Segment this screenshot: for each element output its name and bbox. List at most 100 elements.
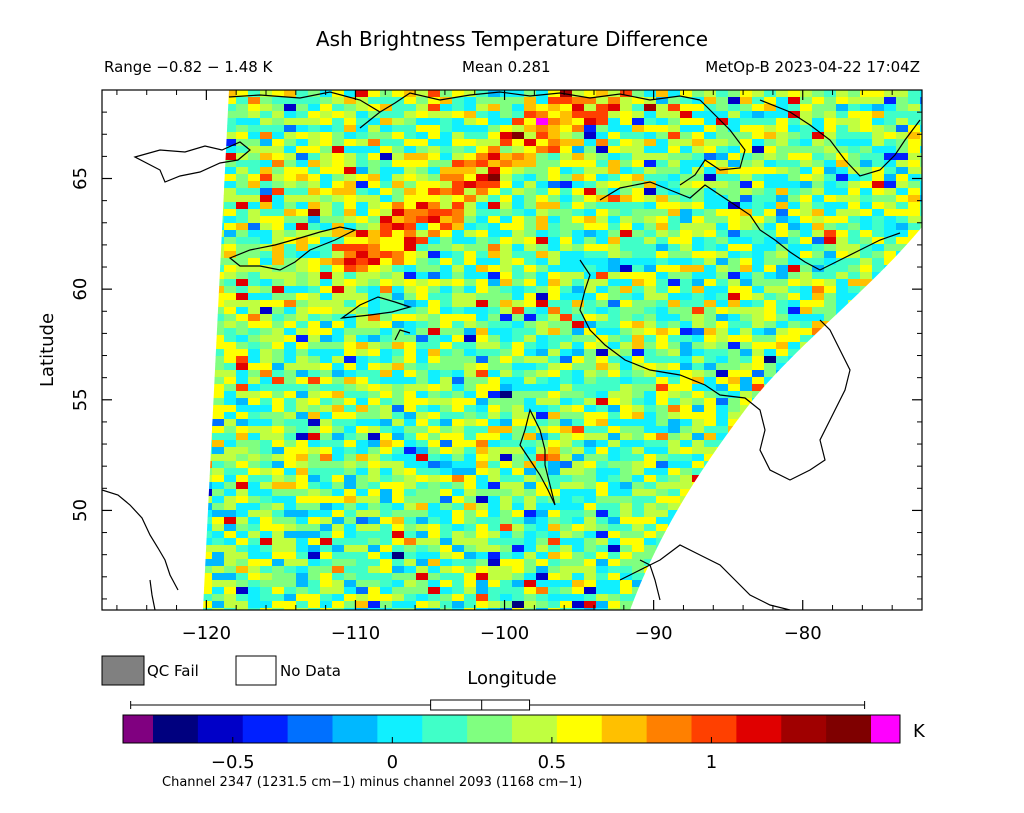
swath-pixel (296, 580, 309, 588)
swath-pixel (596, 566, 609, 574)
swath-pixel (800, 265, 813, 273)
swath-pixel (680, 104, 693, 112)
swath-pixel (296, 594, 309, 602)
swath-pixel (320, 272, 333, 280)
swath-pixel (632, 503, 645, 511)
swath-pixel (728, 244, 741, 252)
swath-pixel (740, 391, 753, 399)
swath-pixel (296, 419, 309, 427)
swath-pixel (584, 258, 597, 266)
swath-pixel (644, 209, 657, 217)
swath-pixel (752, 279, 765, 287)
swath-pixel (512, 265, 525, 273)
swath-pixel (584, 440, 597, 448)
swath-pixel (764, 125, 777, 133)
swath-pixel (416, 146, 429, 154)
swath-pixel (392, 496, 405, 504)
swath-pixel (203, 587, 213, 595)
swath-pixel (524, 251, 537, 259)
swath-pixel (236, 566, 249, 574)
swath-pixel (680, 286, 693, 294)
swath-pixel (572, 181, 585, 189)
swath-pixel (572, 97, 585, 105)
swath-pixel (500, 391, 513, 399)
swath-pixel (560, 251, 573, 259)
swath-pixel (512, 132, 525, 140)
swath-pixel (692, 405, 705, 413)
swath-pixel (656, 349, 669, 357)
swath-pixel (512, 279, 525, 287)
swath-pixel (536, 223, 549, 231)
swath-pixel (392, 461, 405, 469)
swath-pixel (368, 370, 381, 378)
swath-pixel (656, 377, 669, 385)
swath-pixel (368, 524, 381, 532)
swath-pixel (476, 328, 489, 336)
swath-pixel (536, 363, 549, 371)
swath-pixel (572, 111, 585, 119)
swath-pixel (212, 552, 225, 560)
colorbar-ticks: −0.5 0 0.5 1 (211, 737, 717, 773)
swath-pixel (500, 447, 513, 455)
swath-pixel (764, 279, 777, 287)
swath-pixel (356, 503, 369, 511)
swath-pixel (848, 202, 861, 210)
swath-pixel (728, 307, 741, 315)
swath-pixel (464, 216, 477, 224)
swath-pixel (872, 188, 885, 196)
swath-pixel (704, 328, 717, 336)
swath-pixel (224, 377, 237, 385)
swath-pixel (632, 202, 645, 210)
swath-pixel (764, 202, 777, 210)
swath-pixel (524, 461, 537, 469)
swath-pixel (476, 167, 489, 175)
swath-pixel (380, 398, 393, 406)
swath-pixel (452, 160, 465, 168)
swath-pixel (644, 426, 657, 434)
swath-pixel (536, 181, 549, 189)
swath-pixel (476, 202, 489, 210)
swath-pixel (596, 538, 609, 546)
swath-pixel (644, 237, 657, 245)
swath-pixel (344, 153, 357, 161)
swath-pixel (224, 209, 237, 217)
swath-pixel (560, 146, 573, 154)
swath-pixel (512, 209, 525, 217)
swath-pixel (344, 391, 357, 399)
swath-pixel (404, 412, 417, 420)
swath-pixel (596, 202, 609, 210)
swath-pixel (356, 475, 369, 483)
swath-pixel (224, 244, 237, 252)
swath-pixel (248, 447, 261, 455)
swath-pixel (488, 510, 501, 518)
swath-pixel (764, 195, 777, 203)
swath-pixel (644, 202, 657, 210)
satellite-timestamp: MetOp-B 2023-04-22 17:04Z (705, 58, 920, 76)
swath-pixel (224, 601, 237, 609)
swath-pixel (404, 370, 417, 378)
swath-pixel (320, 419, 333, 427)
swath-pixel (848, 167, 861, 175)
swath-pixel (416, 265, 429, 273)
swath-pixel (452, 363, 465, 371)
swath-pixel (296, 496, 309, 504)
swath-pixel (524, 132, 537, 140)
swath-pixel (560, 104, 573, 112)
swath-pixel (692, 370, 705, 378)
swath-pixel (656, 391, 669, 399)
swath-pixel (224, 111, 237, 119)
swath-pixel (452, 559, 465, 567)
swath-pixel (224, 517, 237, 525)
swath-pixel (248, 146, 261, 154)
swath-pixel (464, 510, 477, 518)
swath-pixel (452, 125, 465, 133)
swath-pixel (572, 503, 585, 511)
swath-pixel (536, 517, 549, 525)
swath-pixel (680, 195, 693, 203)
swath-pixel (812, 258, 825, 266)
swath-pixel (740, 153, 753, 161)
swath-pixel (203, 566, 213, 574)
swath-pixel (560, 223, 573, 231)
swath-pixel (308, 321, 321, 329)
swath-pixel (740, 104, 753, 112)
